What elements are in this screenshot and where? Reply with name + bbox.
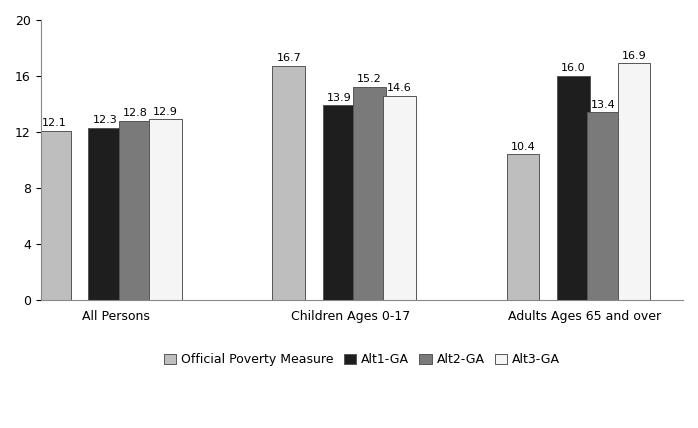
Bar [618,63,651,300]
Text: 10.4: 10.4 [511,142,535,152]
Text: 15.2: 15.2 [357,74,382,84]
Bar [89,128,121,300]
Bar [557,76,590,300]
Bar [322,105,355,300]
Text: 16.9: 16.9 [621,51,646,61]
Bar [507,155,540,300]
Text: 12.3: 12.3 [92,115,117,125]
Legend: Official Poverty Measure, Alt1-GA, Alt2-GA, Alt3-GA: Official Poverty Measure, Alt1-GA, Alt2-… [158,348,565,372]
Bar [383,95,416,300]
Text: 16.7: 16.7 [276,54,301,63]
Text: 12.8: 12.8 [123,108,147,118]
Bar [272,66,305,300]
Text: 12.1: 12.1 [42,118,67,128]
Text: 14.6: 14.6 [387,83,412,93]
Bar [149,119,181,300]
Text: 12.9: 12.9 [153,107,178,116]
Text: 13.9: 13.9 [327,92,352,103]
Bar [587,113,620,300]
Text: 16.0: 16.0 [561,63,586,73]
Bar [38,131,70,300]
Bar [353,87,386,300]
Text: 13.4: 13.4 [591,100,616,110]
Bar [119,121,151,300]
